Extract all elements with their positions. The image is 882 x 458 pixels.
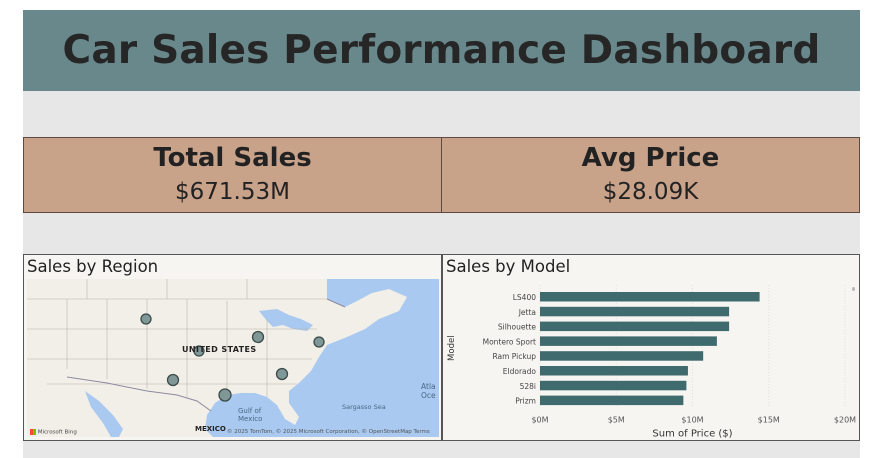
x-tick-label: $10M [681,415,703,424]
atlantic-label-line: Oce [421,391,436,400]
map-label-gulf: Gulf of Mexico [238,407,262,423]
dashboard-canvas: Car Sales Performance Dashboard Total Sa… [23,10,860,458]
title-banner: Car Sales Performance Dashboard [23,10,860,91]
map-provider: Microsoft Bing [37,429,77,435]
map-bubble[interactable] [166,373,180,387]
x-axis-title: Sum of Price ($) [652,428,732,439]
y-tick-label: Eldorado [503,367,537,376]
y-tick-label: Jetta [518,308,536,317]
kpi-card-total-sales[interactable]: Total Sales $671.53M [23,137,442,213]
map-bubble[interactable] [193,345,205,357]
map-graphic [27,279,439,437]
x-tick-label: $5M [608,415,625,424]
bar[interactable] [540,366,688,376]
kpi-label: Avg Price [581,143,720,173]
mexico-border [66,376,212,412]
y-axis-title: Model [447,335,457,361]
map-bubble[interactable] [313,336,325,348]
y-tick-label: Prizm [515,397,536,406]
chart-title: Sales by Model [446,257,571,276]
y-tick-label: Montero Sport [483,337,536,346]
bar[interactable] [540,292,760,302]
canada-border [326,298,346,308]
land-mass [27,279,407,437]
bar-chart-panel[interactable]: Sales by Model $0M $5M $10M $15M $20M LS400 Je… [442,254,860,441]
gulf-of-california [85,391,123,437]
great-lakes [259,309,313,331]
dashboard-title: Car Sales Performance Dashboard [62,28,821,73]
scrollbar-thumb[interactable] [852,287,855,291]
map-label-country: UNITED STATES [182,345,257,354]
bar[interactable] [540,351,704,361]
map-visual-title: Sales by Region [27,257,159,276]
y-tick-label: Silhouette [498,323,537,332]
bar[interactable] [540,380,687,391]
bar[interactable] [540,336,717,346]
kpi-label: Total Sales [153,143,312,173]
bar[interactable] [540,306,730,317]
map-bubble[interactable] [251,330,265,344]
kpi-value: $671.53M [175,179,290,205]
map-label-atlantic: Atla Oce [421,382,436,400]
map-bubble[interactable] [218,388,232,402]
gulf-label-line: Mexico [238,415,263,423]
kpi-card-avg-price[interactable]: Avg Price $28.09K [441,137,860,213]
x-tick-label: $20M [834,415,856,424]
map-bubble[interactable] [140,313,152,325]
x-tick-label: $15M [758,415,780,424]
map-label-mexico: MEXICO [195,425,226,433]
bar[interactable] [540,395,684,406]
y-tick-label: 528i [520,382,536,391]
gulf-label-line: Gulf of [238,407,262,415]
sales-by-region-map[interactable]: UNITED STATES Gulf of Mexico Sargasso Se… [27,279,439,437]
y-tick-label: LS400 [513,293,536,302]
map-attribution[interactable]: © 2025 TomTom, © 2025 Microsoft Corporat… [227,429,430,435]
x-tick-label: $0M [531,415,548,424]
kpi-value: $28.09K [602,179,699,205]
bar-chart-svg[interactable]: $0M $5M $10M $15M $20M LS400 Jetta Silhouette Mo… [443,255,859,440]
y-tick-label: Ram Pickup [492,352,536,361]
bing-logo: Microsoft Bing [30,428,77,435]
map-bubble[interactable] [275,367,289,381]
atlantic-label-line: Atla [421,382,436,391]
map-visual-panel[interactable]: Sales by Region [23,254,442,441]
map-label-sargasso: Sargasso Sea [342,403,386,411]
bar[interactable] [540,321,730,332]
microsoft-logo-icon [30,428,36,435]
